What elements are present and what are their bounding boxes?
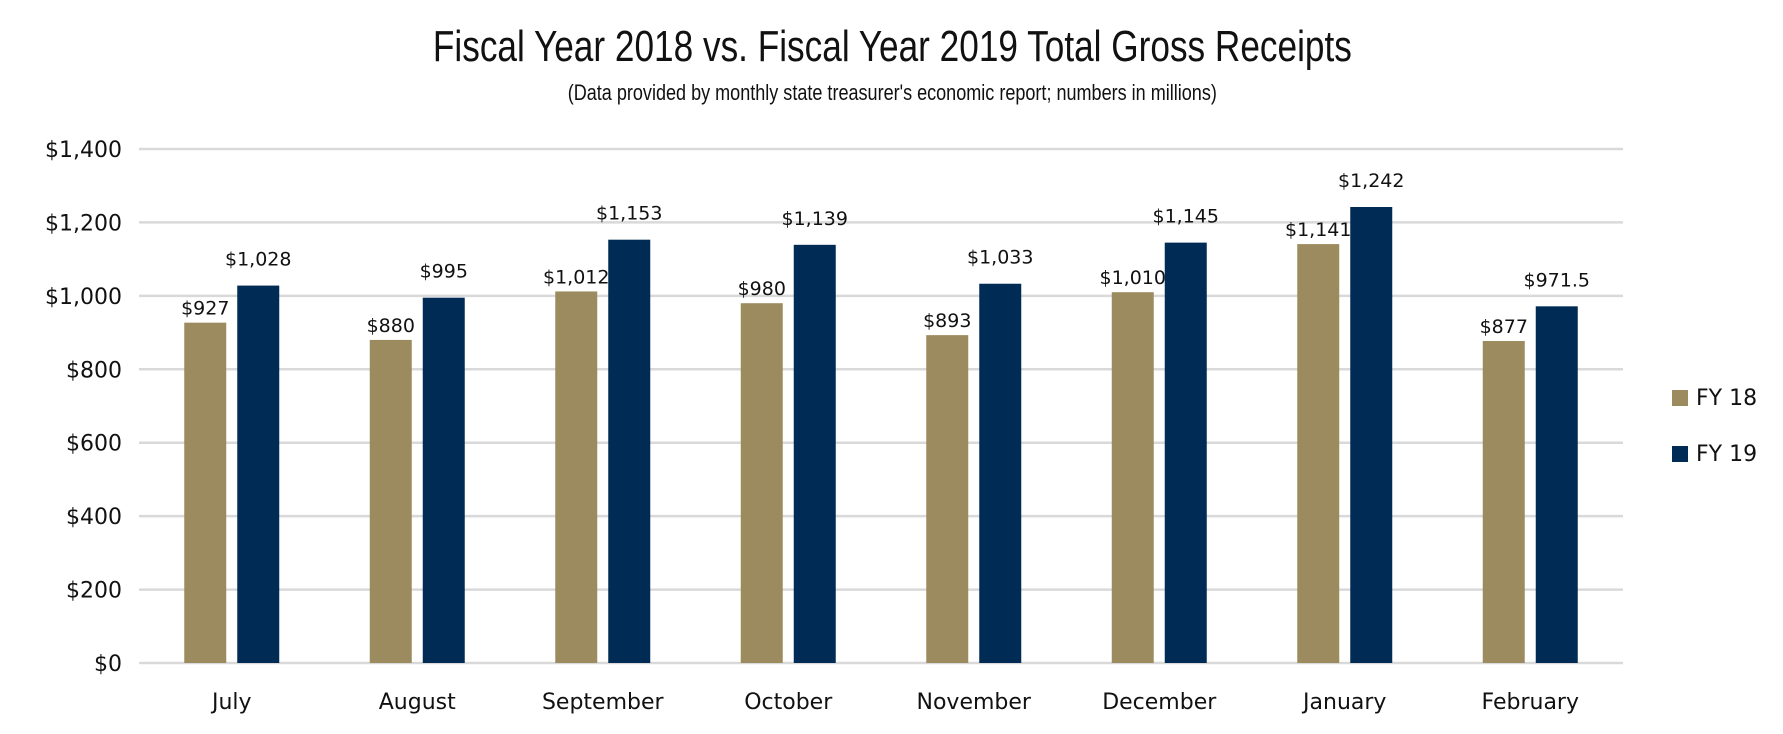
bar-fy19-july — [237, 285, 280, 663]
bar-fy19-august — [422, 297, 465, 663]
y-tick-label: $800 — [66, 358, 122, 383]
legend-item-fy18: FY 18 — [1672, 383, 1757, 413]
chart-subtitle: (Data provided by monthly state treasure… — [567, 80, 1217, 105]
data-label: $893 — [923, 310, 971, 332]
data-label: $1,242 — [1338, 170, 1404, 192]
data-label: $1,010 — [1100, 267, 1166, 289]
bar-fy18-december — [1111, 292, 1154, 663]
data-label: $1,145 — [1153, 206, 1219, 228]
y-tick-label: $200 — [66, 579, 122, 604]
data-label: $995 — [420, 261, 468, 283]
legend-label-fy19: FY 19 — [1696, 441, 1758, 467]
data-label: $1,153 — [596, 203, 662, 225]
x-tick-label: December — [1102, 690, 1217, 715]
legend-swatch-fy19 — [1672, 446, 1688, 462]
x-tick-label: November — [917, 690, 1032, 715]
data-label: $980 — [738, 278, 786, 300]
chart-title: Fiscal Year 2018 vs. Fiscal Year 2019 To… — [432, 22, 1352, 71]
x-tick-label: October — [744, 690, 833, 715]
y-tick-label: $1,400 — [45, 138, 122, 163]
legend-label-fy18: FY 18 — [1696, 385, 1758, 411]
bar-fy18-august — [369, 339, 412, 663]
data-label: $1,033 — [967, 247, 1033, 269]
bar-fy18-february — [1482, 341, 1525, 663]
bar-fy18-september — [555, 291, 598, 663]
legend: FY 18 FY 19 — [1672, 383, 1757, 495]
bar-fy18-july — [184, 322, 227, 663]
x-tick-label: August — [379, 690, 456, 715]
legend-swatch-fy18 — [1672, 390, 1688, 406]
bar-fy19-january — [1350, 207, 1393, 663]
bar-fy18-october — [740, 303, 783, 663]
bar-fy18-january — [1297, 244, 1340, 663]
x-tick-label: January — [1301, 690, 1386, 715]
legend-item-fy19: FY 19 — [1672, 439, 1757, 469]
data-label: $880 — [367, 315, 415, 337]
x-tick-label: July — [210, 690, 252, 715]
data-label: $1,141 — [1285, 219, 1351, 241]
bar-fy19-october — [793, 244, 836, 663]
data-label: $1,028 — [225, 249, 291, 271]
y-tick-label: $1,000 — [45, 285, 122, 310]
bar-fy18-november — [926, 335, 969, 663]
bar-fy19-november — [979, 283, 1022, 663]
bar-fy19-february — [1535, 306, 1578, 663]
x-tick-label: September — [542, 690, 665, 715]
y-tick-label: $400 — [66, 505, 122, 530]
x-tick-label: February — [1482, 690, 1580, 715]
y-tick-label: $1,200 — [45, 211, 122, 236]
data-label: $971.5 — [1524, 269, 1590, 291]
data-label: $1,012 — [543, 266, 609, 288]
data-label: $927 — [181, 298, 229, 320]
data-label: $877 — [1480, 316, 1528, 338]
y-tick-label: $600 — [66, 432, 122, 457]
bar-fy19-december — [1164, 242, 1207, 663]
data-label: $1,139 — [782, 208, 848, 230]
y-tick-label: $0 — [94, 652, 122, 677]
bar-fy19-september — [608, 239, 651, 664]
